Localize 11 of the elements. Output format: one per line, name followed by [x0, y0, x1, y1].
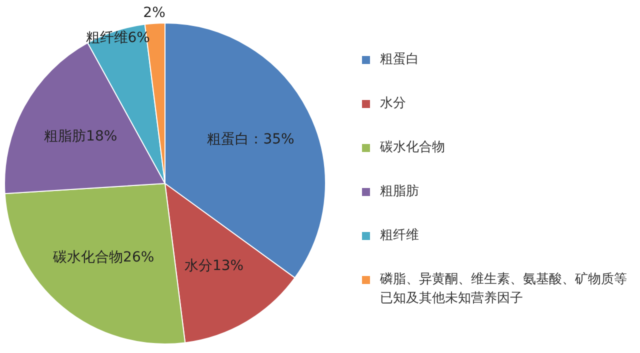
legend-label: 磷脂、异黄酮、维生素、氨基酸、矿物质等已知及其他未知营养因子 [380, 271, 628, 308]
data-label: 粗蛋白：35% [207, 131, 294, 148]
legend-label: 粗蛋白 [380, 51, 419, 69]
legend-label: 粗脂肪 [380, 183, 419, 201]
legend-label: 碳水化合物 [380, 139, 445, 157]
legend-label: 粗纤维 [380, 227, 419, 245]
data-label: 粗脂肪18% [44, 128, 118, 145]
data-label: 水分13% [184, 258, 244, 274]
data-label: 碳水化合物26% [52, 249, 154, 266]
legend-label: 水分 [380, 95, 406, 113]
data-label: 2% [143, 4, 166, 21]
